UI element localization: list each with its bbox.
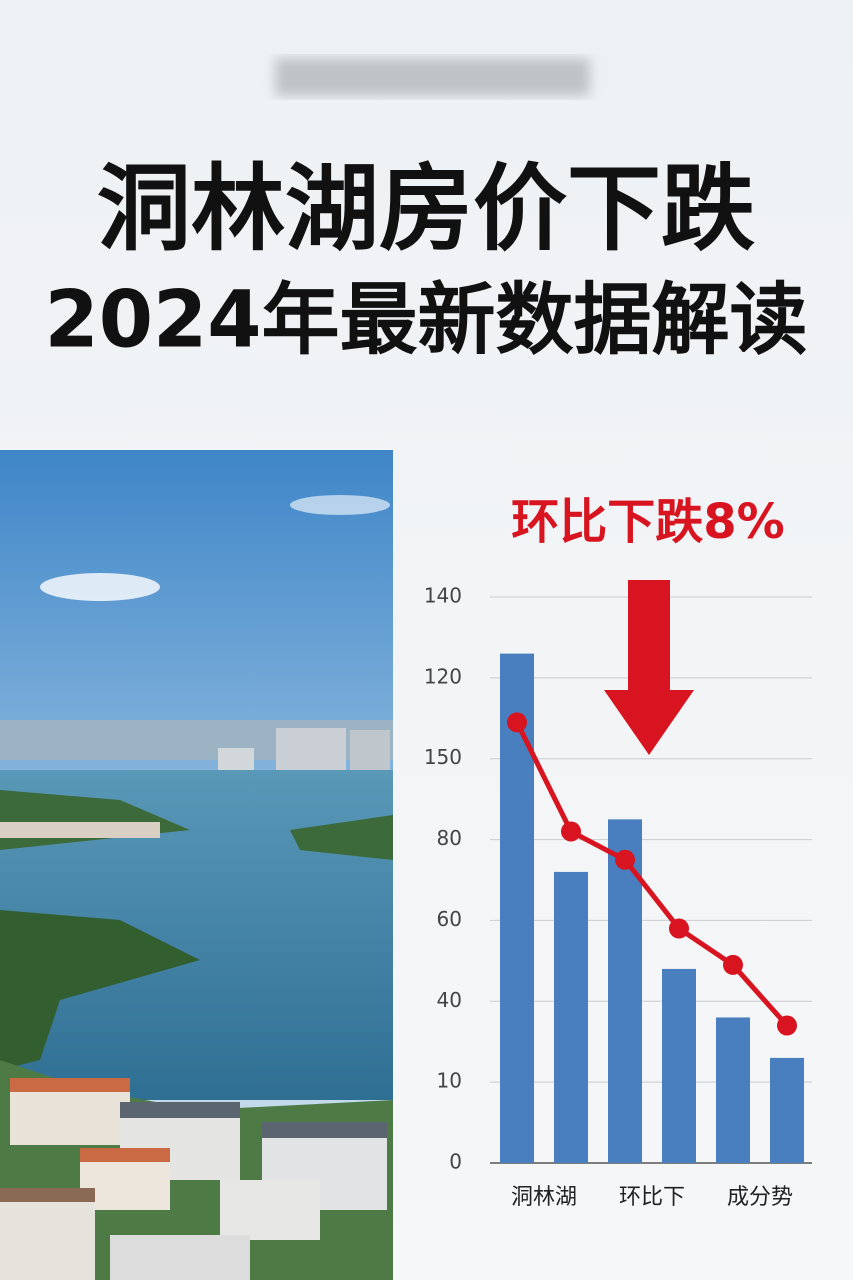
bar (716, 1017, 750, 1163)
trend-point (507, 712, 527, 733)
y-tick-label: 120 (424, 664, 462, 688)
trend-point (615, 849, 635, 870)
x-tick-label: 成分势 (727, 1185, 793, 1210)
lake-photo (0, 450, 393, 1280)
bar (554, 871, 588, 1163)
bar (662, 968, 696, 1163)
y-tick-label: 80 (437, 826, 462, 850)
subtitle: 2024年最新数据解读 (44, 275, 807, 365)
trend-point (723, 954, 743, 975)
title: 洞林湖房价下跌 (97, 155, 755, 264)
y-tick-label: 150 (424, 745, 462, 769)
trend-point (561, 821, 581, 842)
y-tick-label: 0 (449, 1150, 462, 1174)
trend-point (669, 918, 689, 939)
x-tick-label: 环比下 (619, 1185, 685, 1210)
x-tick-label: 洞林湖 (511, 1185, 577, 1210)
y-tick-label: 40 (437, 988, 462, 1012)
y-tick-label: 10 (437, 1069, 462, 1093)
annotation: 环比下跌8% (511, 494, 785, 550)
trend-line (514, 721, 789, 1028)
trend-point (777, 1015, 797, 1036)
blurred-logo (275, 58, 590, 96)
y-tick-label: 60 (437, 907, 462, 931)
y-tick-label: 140 (424, 584, 462, 608)
down-arrow (604, 580, 694, 755)
bar (500, 653, 534, 1163)
chart: 0 10 40 60 80 150 120 140 洞林湖 环比下 成分势 (424, 584, 812, 1210)
bar (770, 1057, 804, 1163)
